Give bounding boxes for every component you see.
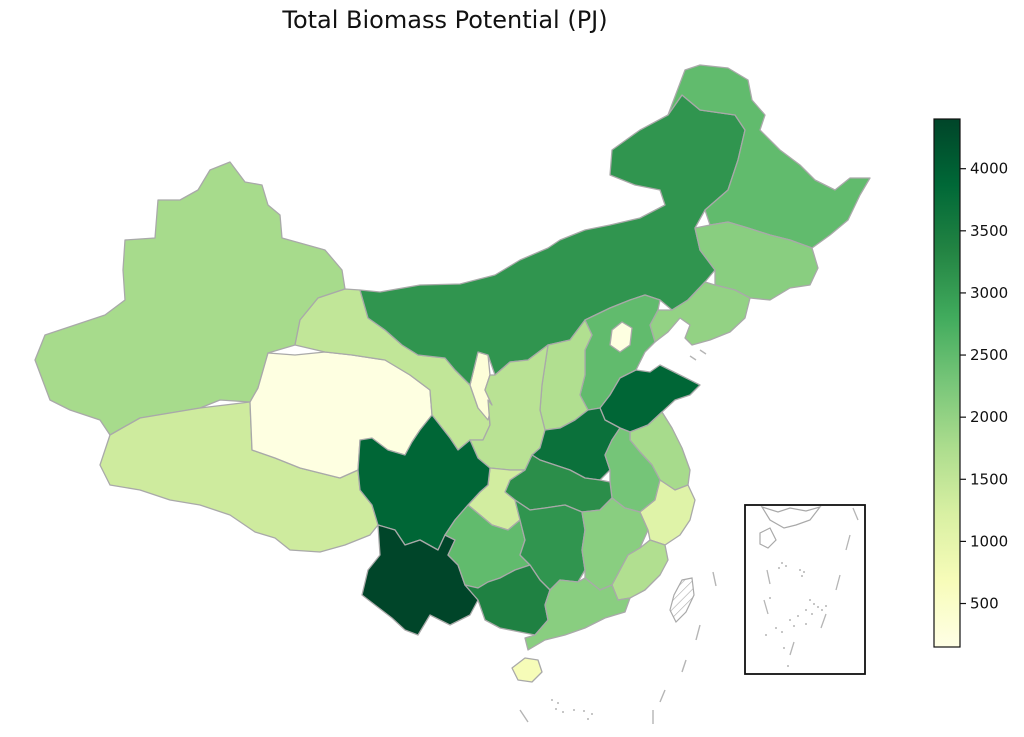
map-title: Total Biomass Potential (PJ) [282,6,608,34]
region-hainan [511,657,543,683]
region-beijing [609,321,633,353]
colorbar-tick-label: 3500 [970,222,1008,240]
colorbar: 500 1000 1500 2000 2500 3000 3500 4000 [933,118,1008,648]
south-sea-islands [551,699,593,720]
south-china-sea-inset [744,504,866,675]
colorbar-tick-label: 2500 [970,346,1008,364]
region-zhejiang [639,479,696,546]
colorbar-tick-label: 500 [970,595,999,613]
coastal-islands [519,349,717,724]
colorbar-tick-label: 2000 [970,408,1008,426]
region-jilin [694,221,819,301]
region-inner-mongolia [359,94,746,386]
region-xinjiang [34,161,346,436]
region-guangdong [524,577,631,651]
region-taiwan [669,577,695,624]
colorbar-tick-label: 3000 [970,284,1008,302]
region-fujian [611,539,669,601]
colorbar-tick-label: 1000 [970,532,1008,550]
colorbar-tick-label: 4000 [970,160,1008,178]
colorbar-tick-label: 1500 [970,470,1008,488]
region-heilongjiang [667,64,871,249]
